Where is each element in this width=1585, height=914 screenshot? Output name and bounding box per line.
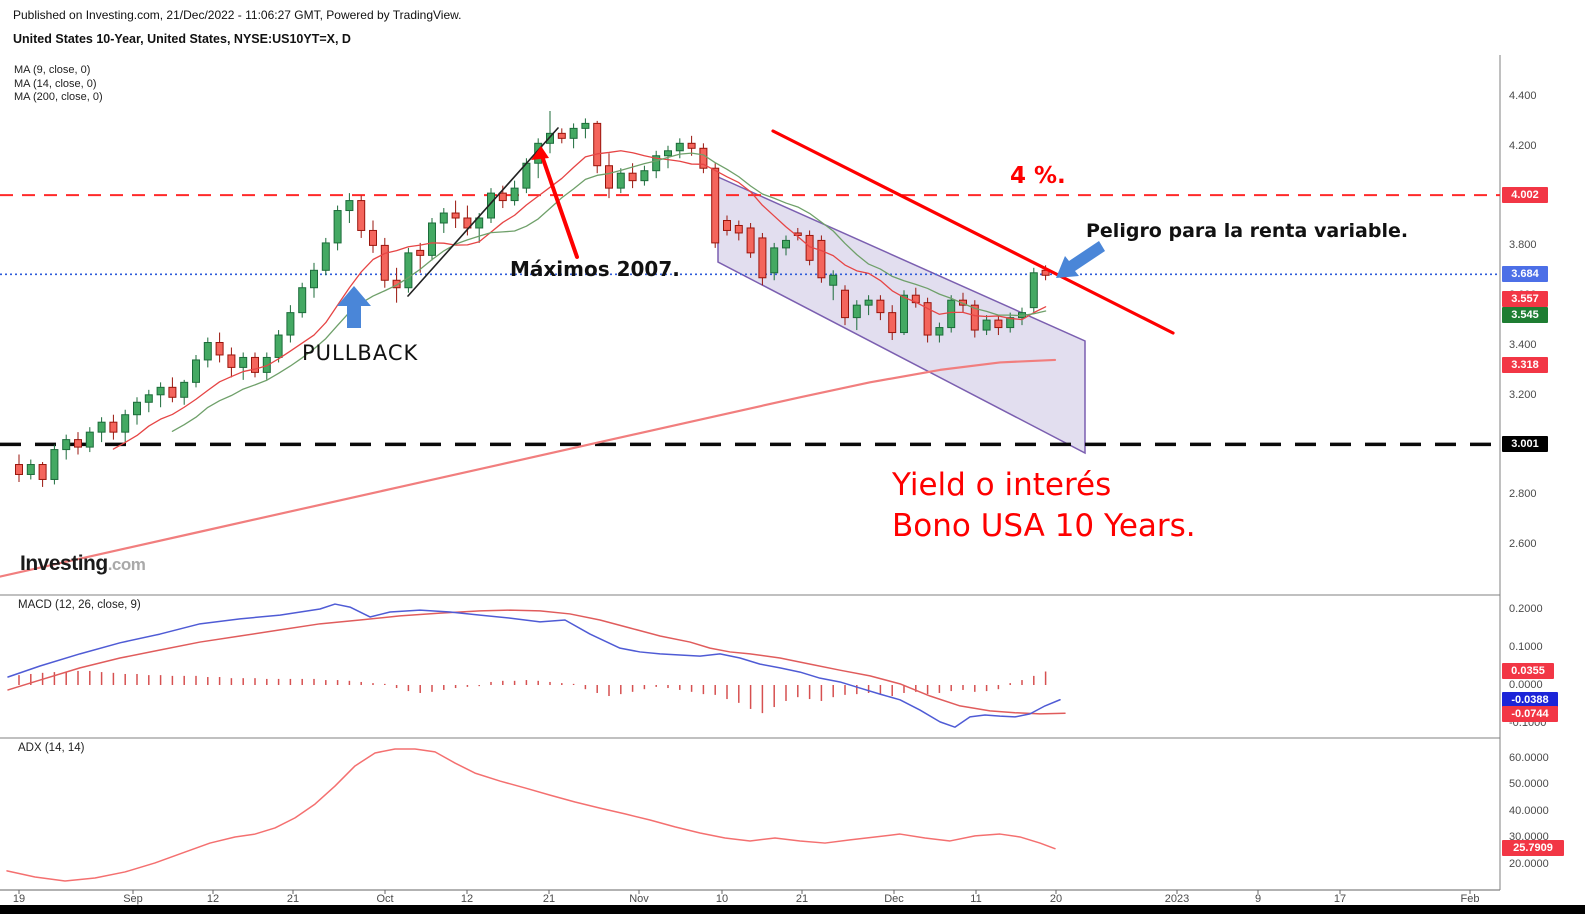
time-tick-label: 12 bbox=[460, 893, 474, 905]
axis-tick-label: 3.400 bbox=[1509, 339, 1537, 351]
time-tick-label: 11 bbox=[970, 893, 982, 905]
macd-panel-label: MACD (12, 26, close, 9) bbox=[18, 599, 141, 611]
time-tick-label: Nov bbox=[629, 893, 649, 905]
time-tick-label: 21 bbox=[286, 893, 300, 905]
annotation-pullback: PULLBACK bbox=[302, 341, 419, 365]
time-tick-label: 20 bbox=[1049, 893, 1063, 905]
axis-price-badge: 3.318 bbox=[1502, 357, 1548, 373]
time-tick-label: 21 bbox=[542, 893, 556, 905]
axis-tick-label: 2.800 bbox=[1509, 488, 1537, 500]
annotation-maximos-2007: Máximos 2007. bbox=[510, 257, 680, 281]
annotation-yield-line1: Yield o interés bbox=[892, 467, 1112, 503]
time-tick-label: 9 bbox=[1254, 893, 1262, 905]
adx-panel-label: ADX (14, 14) bbox=[18, 742, 85, 754]
time-tick-label: Sep bbox=[123, 893, 143, 905]
annotation-yield-bono: Yield o interés Bono USA 10 Years. bbox=[892, 465, 1196, 547]
axis-tick-label: 40.0000 bbox=[1509, 805, 1549, 817]
axis-tick-label: 3.200 bbox=[1509, 389, 1537, 401]
axis-price-badge: 3.684 bbox=[1502, 266, 1548, 282]
investing-logo: Investing.com bbox=[20, 552, 146, 576]
axis-tick-label: 4.200 bbox=[1509, 140, 1537, 152]
axis-price-badge: 3.545 bbox=[1502, 307, 1548, 323]
axis-price-badge: 3.557 bbox=[1502, 291, 1548, 307]
investing-logo-suffix: .com bbox=[107, 555, 146, 574]
published-line: Published on Investing.com, 21/Dec/2022 … bbox=[13, 8, 462, 22]
time-tick-label: 17 bbox=[1333, 893, 1347, 905]
annotation-4-percent: 4 %. bbox=[1010, 163, 1066, 189]
axis-price-badge: 3.001 bbox=[1502, 436, 1548, 452]
axis-tick-label: 0.2000 bbox=[1509, 603, 1543, 615]
investing-logo-brand: Investing bbox=[20, 552, 108, 575]
time-tick-label: 12 bbox=[206, 893, 220, 905]
time-tick-label: 10 bbox=[715, 893, 729, 905]
axis-price-badge: -0.0388 bbox=[1502, 692, 1558, 708]
time-tick-label: Oct bbox=[376, 893, 394, 905]
time-tick-label: 19 bbox=[12, 893, 26, 905]
time-tick-label: Feb bbox=[1460, 893, 1480, 905]
axis-tick-label: 3.800 bbox=[1509, 239, 1537, 251]
chart-title: United States 10-Year, United States, NY… bbox=[13, 32, 351, 46]
axis-tick-label: 20.0000 bbox=[1509, 858, 1549, 870]
axis-price-badge: 25.7909 bbox=[1502, 840, 1564, 856]
time-tick-label: Dec bbox=[884, 893, 904, 905]
axis-price-badge: 0.0355 bbox=[1502, 663, 1554, 679]
time-tick-label: 2023 bbox=[1164, 893, 1190, 905]
annotation-yield-line2: Bono USA 10 Years. bbox=[892, 508, 1196, 544]
annotation-peligro: Peligro para la renta variable. bbox=[1086, 220, 1409, 242]
time-tick-label: 21 bbox=[795, 893, 809, 905]
axis-tick-label: 2.600 bbox=[1509, 538, 1537, 550]
axis-tick-label: 50.0000 bbox=[1509, 778, 1549, 790]
bottom-black-bar bbox=[0, 905, 1585, 914]
axis-tick-label: 0.1000 bbox=[1509, 641, 1543, 653]
ma-legend: MA (9, close, 0) MA (14, close, 0) MA (2… bbox=[14, 64, 103, 103]
axis-tick-label: 60.0000 bbox=[1509, 752, 1549, 764]
axis-price-badge: 4.002 bbox=[1502, 187, 1548, 203]
axis-tick-label: 4.400 bbox=[1509, 90, 1537, 102]
axis-tick-label: 0.0000 bbox=[1509, 679, 1543, 691]
axis-price-badge: -0.0744 bbox=[1502, 706, 1558, 722]
